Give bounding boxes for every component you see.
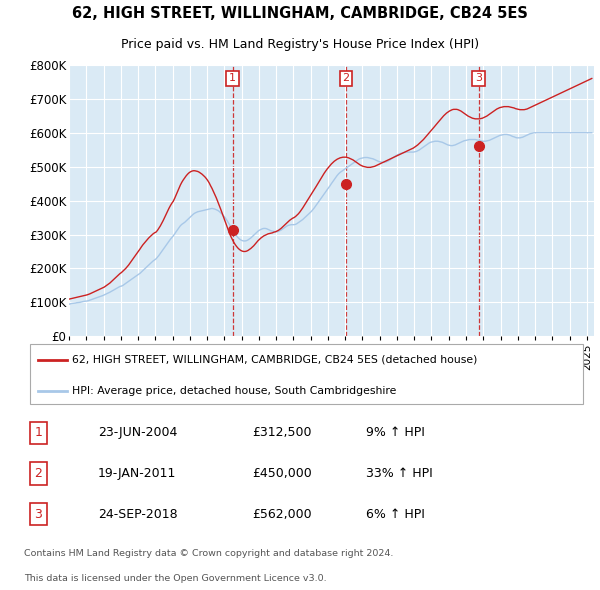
Text: £450,000: £450,000 <box>252 467 312 480</box>
Text: Contains HM Land Registry data © Crown copyright and database right 2024.: Contains HM Land Registry data © Crown c… <box>24 549 394 559</box>
Text: 9% ↑ HPI: 9% ↑ HPI <box>366 427 425 440</box>
Text: 2: 2 <box>34 467 42 480</box>
Text: 2: 2 <box>343 74 350 83</box>
Text: Price paid vs. HM Land Registry's House Price Index (HPI): Price paid vs. HM Land Registry's House … <box>121 38 479 51</box>
Text: 1: 1 <box>229 74 236 83</box>
FancyBboxPatch shape <box>30 345 583 404</box>
Text: 24-SEP-2018: 24-SEP-2018 <box>98 507 178 520</box>
Text: This data is licensed under the Open Government Licence v3.0.: This data is licensed under the Open Gov… <box>24 573 326 583</box>
Text: 3: 3 <box>475 74 482 83</box>
Text: 6% ↑ HPI: 6% ↑ HPI <box>366 507 425 520</box>
Text: 62, HIGH STREET, WILLINGHAM, CAMBRIDGE, CB24 5ES: 62, HIGH STREET, WILLINGHAM, CAMBRIDGE, … <box>72 6 528 21</box>
Text: £562,000: £562,000 <box>252 507 311 520</box>
Text: 33% ↑ HPI: 33% ↑ HPI <box>366 467 433 480</box>
Text: 23-JUN-2004: 23-JUN-2004 <box>98 427 178 440</box>
Text: £312,500: £312,500 <box>252 427 311 440</box>
Text: HPI: Average price, detached house, South Cambridgeshire: HPI: Average price, detached house, Sout… <box>73 386 397 395</box>
Text: 3: 3 <box>34 507 42 520</box>
Text: 19-JAN-2011: 19-JAN-2011 <box>98 467 176 480</box>
Text: 1: 1 <box>34 427 42 440</box>
Text: 62, HIGH STREET, WILLINGHAM, CAMBRIDGE, CB24 5ES (detached house): 62, HIGH STREET, WILLINGHAM, CAMBRIDGE, … <box>73 355 478 365</box>
